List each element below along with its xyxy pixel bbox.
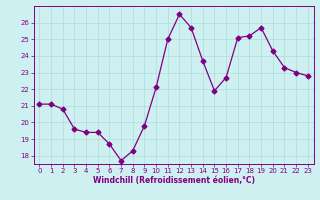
X-axis label: Windchill (Refroidissement éolien,°C): Windchill (Refroidissement éolien,°C) bbox=[92, 176, 255, 185]
